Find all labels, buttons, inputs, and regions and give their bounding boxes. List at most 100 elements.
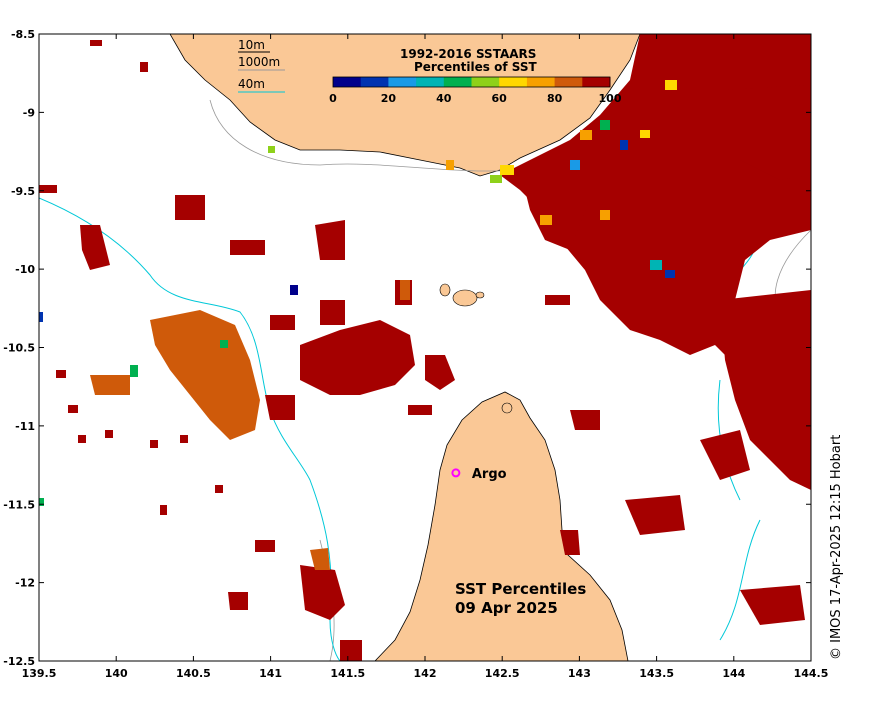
colorbar-tick-label: 100	[599, 92, 622, 105]
y-tick-label: -9.5	[11, 185, 35, 198]
colorbar-swatch	[499, 77, 528, 87]
sst-patch-green	[130, 365, 138, 377]
sst-patch-green	[220, 340, 228, 348]
x-tick-label: 140	[105, 667, 128, 680]
x-tick-label: 143	[568, 667, 591, 680]
colorbar-swatches	[333, 77, 611, 87]
y-tick-label: -11	[15, 420, 35, 433]
colorbar-tick-label: 80	[547, 92, 563, 105]
sst-patch-hot	[340, 640, 362, 661]
y-tick-label: -12	[15, 577, 35, 590]
sst-patch-navy	[290, 285, 298, 295]
sst-patch-orange	[580, 130, 592, 140]
sst-patch-hot	[625, 495, 685, 535]
sst-patch-hot	[300, 565, 345, 620]
x-tick-label: 141	[259, 667, 282, 680]
sst-patch-hot	[570, 410, 600, 430]
x-tick-label: 139.5	[22, 667, 57, 680]
colorbar-swatch	[471, 77, 500, 87]
x-tick-label: 144	[722, 667, 745, 680]
sst-patch-hot	[300, 320, 415, 395]
colorbar-frame	[332, 76, 611, 88]
colorbar-tick-label: 60	[492, 92, 508, 105]
legend-40m-label: 40m	[238, 77, 265, 91]
sst-patch-hot	[560, 530, 580, 555]
sst-patch-hot	[68, 405, 78, 413]
cape-york-land	[374, 391, 629, 661]
y-tick-label: -8.5	[11, 28, 35, 41]
sst-patch-hot	[720, 85, 811, 180]
depth-legend: 10m 1000m 40m	[238, 38, 285, 93]
x-tick-label: 140.5	[176, 667, 211, 680]
sst-patch-yellow	[640, 130, 650, 138]
map-title-line1: SST Percentiles	[455, 580, 586, 598]
colorbar-swatch	[554, 77, 583, 87]
sst-patch-blue	[620, 140, 628, 150]
y-tick-label: -10.5	[3, 342, 35, 355]
sst-patch-green	[600, 120, 610, 130]
x-tick-label: 143.5	[639, 667, 674, 680]
x-tick-label: 142	[414, 667, 437, 680]
sst-patch-hot	[160, 505, 167, 515]
sst-patch-hot	[315, 220, 345, 260]
colorbar-swatch	[333, 77, 362, 87]
sst-patch-hot	[140, 62, 148, 72]
sst-patch-blue	[665, 270, 675, 278]
colorbar-swatch	[443, 77, 472, 87]
colorbar-swatch	[416, 77, 445, 87]
sst-patch-hot	[56, 370, 66, 378]
sst-data-layer	[39, 34, 811, 661]
y-axis: -8.5 -9 -9.5 -10 -10.5 -11 -11.5 -12 -12.5	[3, 28, 811, 668]
sst-patch-warm	[310, 548, 330, 570]
sst-patch-hot	[265, 395, 295, 420]
colorbar-swatch	[360, 77, 389, 87]
x-tick-label: 141.5	[330, 667, 365, 680]
credit-text: © IMOS 17-Apr-2025 12:15 Hobart	[829, 435, 844, 660]
new-guinea-land	[169, 34, 641, 177]
sst-patch-hot	[720, 290, 811, 490]
sst-patch-hot	[700, 430, 750, 480]
sst-patch-hot	[90, 40, 102, 46]
island	[475, 291, 485, 299]
sst-patch-hot	[105, 430, 113, 438]
colorbar-title-line2: Percentiles of SST	[414, 60, 537, 74]
sst-patch-blue	[39, 312, 43, 322]
sst-patch-lightblue	[570, 160, 580, 170]
sst-patch-hot	[425, 355, 455, 390]
sst-patch-orange	[600, 210, 610, 220]
map-title-line2: 09 Apr 2025	[455, 599, 558, 617]
sst-patch-hot	[228, 592, 248, 610]
colorbar-tick-label: 20	[381, 92, 397, 105]
y-tick-label: -9	[23, 106, 35, 119]
y-tick-label: -10	[15, 263, 35, 276]
sst-patch-hot	[408, 405, 432, 415]
sst-patch-hot	[255, 540, 275, 552]
argo-label: Argo	[472, 467, 507, 482]
sst-patch-hot	[740, 585, 805, 625]
colorbar-tick-label: 40	[436, 92, 452, 105]
sst-patch-lime	[268, 146, 275, 153]
colorbar-swatch	[582, 77, 611, 87]
colorbar-tick-label: 0	[329, 92, 337, 105]
sst-patch-hot	[180, 435, 188, 443]
colorbar-ticks: 0 20 40 60 80 100	[329, 92, 622, 105]
sst-patch-hot	[39, 185, 57, 193]
island	[439, 283, 451, 297]
sst-patch-warm	[90, 375, 130, 395]
y-tick-label: -12.5	[3, 655, 35, 668]
sst-patch-warm	[150, 310, 260, 440]
colorbar-swatch	[388, 77, 417, 87]
legend-10m-label: 10m	[238, 38, 265, 52]
x-axis: 139.5 140 140.5 141 141.5 142 142.5 143 143.5 144…	[22, 34, 829, 680]
sst-patch-lime	[490, 175, 502, 183]
island	[452, 289, 478, 307]
sst-patch-hot	[320, 300, 345, 325]
sst-patch-hot	[230, 240, 265, 255]
sst-patch-hot	[150, 440, 158, 448]
sst-patch-green	[39, 498, 44, 506]
sst-patch-orange	[540, 215, 552, 225]
sst-patch-yellow	[500, 165, 514, 175]
x-tick-label: 144.5	[794, 667, 829, 680]
argo-marker	[451, 468, 461, 478]
